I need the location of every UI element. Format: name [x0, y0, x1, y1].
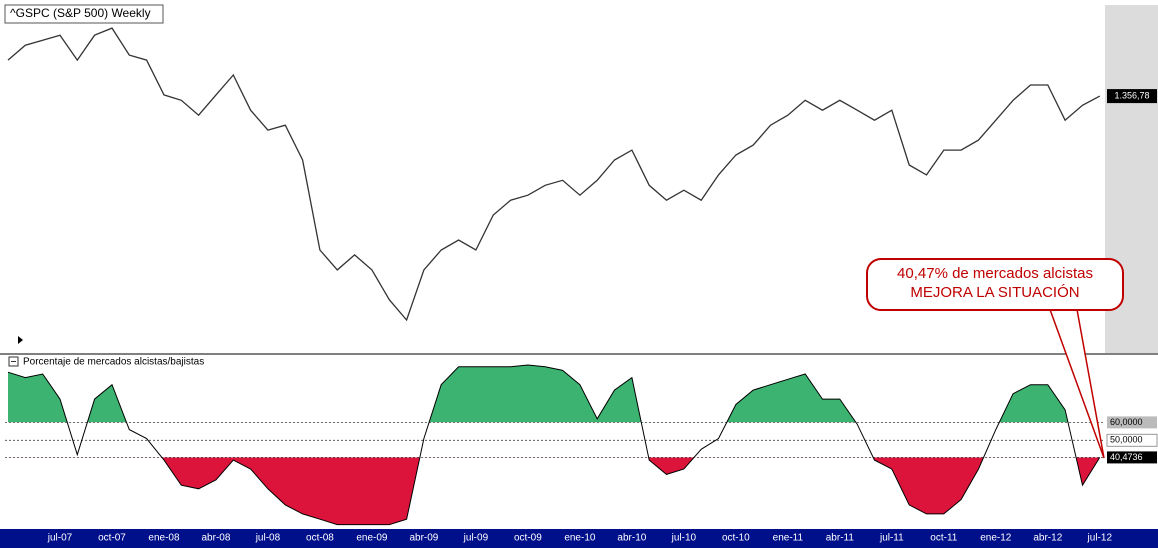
callout-join [1040, 302, 1080, 308]
x-tick-label: oct-07 [98, 533, 126, 544]
callout: 40,47% de mercados alcistas MEJORA LA SI… [866, 258, 1124, 459]
x-tick-label: abr-11 [826, 533, 855, 544]
indicator-title: Porcentaje de mercados alcistas/bajistas [23, 357, 204, 368]
bear-area [161, 457, 1100, 525]
chart-title: ^GSPC (S&P 500) Weekly [10, 6, 151, 20]
level-label: 40,4736 [1110, 452, 1143, 462]
x-tick-label: jul-07 [47, 533, 73, 544]
x-tick-label: ene-11 [773, 533, 804, 544]
level-label: 50,0000 [1110, 435, 1143, 445]
x-tick-label: abr-08 [202, 533, 231, 544]
last-value-label: 1.356,78 [1114, 90, 1149, 100]
x-tick-label: jul-12 [1087, 533, 1113, 544]
price-line [7, 27, 1101, 322]
indicator-line [7, 364, 1101, 526]
x-tick-label: jul-09 [463, 533, 489, 544]
level-box [1107, 416, 1157, 429]
level-box [1106, 433, 1158, 447]
x-tick-label: ene-08 [148, 533, 180, 544]
x-tick-label: ene-10 [564, 533, 596, 544]
callout-text: 40,47% de mercados alcistas [897, 265, 1093, 282]
x-tick-label: ene-12 [980, 533, 1012, 544]
x-axis-bar [0, 529, 1158, 548]
x-tick-label: jul-08 [255, 533, 281, 544]
x-tick-label: jul-10 [671, 533, 697, 544]
title-box [4, 4, 164, 24]
x-tick-label: oct-09 [514, 533, 542, 544]
callout-box [866, 258, 1124, 311]
x-tick-label: abr-09 [409, 533, 438, 544]
bull-area [8, 365, 1100, 423]
scroll-arrow[interactable] [18, 336, 23, 344]
level-box [1107, 451, 1157, 464]
x-tick-label: abr-10 [617, 533, 646, 544]
last-value-box [1107, 89, 1157, 104]
level-label: 60,0000 [1110, 417, 1143, 427]
x-tick-label: oct-10 [722, 533, 750, 544]
x-tick-label: ene-09 [356, 533, 388, 544]
callout-text: MEJORA LA SITUACIÓN [910, 284, 1079, 301]
x-tick-label: oct-11 [930, 533, 957, 544]
x-tick-label: oct-08 [306, 533, 334, 544]
x-tick-label: jul-11 [879, 533, 904, 544]
x-tick-label: abr-12 [1033, 533, 1062, 544]
